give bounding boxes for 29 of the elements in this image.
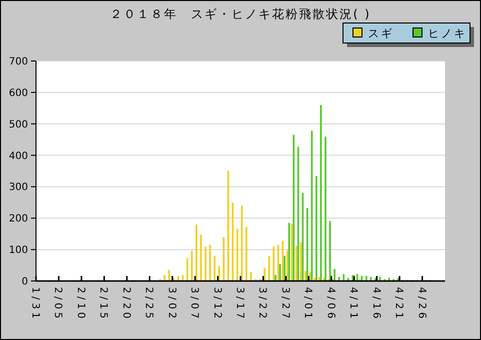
x-tick-label: 3/02 <box>166 287 177 322</box>
legend-label: ヒノキ <box>428 26 467 40</box>
y-tick-label: 600 <box>8 88 28 99</box>
x-tick-label: 2/05 <box>52 287 64 322</box>
x-tick-label: 2/10 <box>74 287 86 322</box>
y-tick-label: 300 <box>8 182 28 194</box>
x-tick-label: 3/27 <box>279 287 290 322</box>
y-tick-label: 200 <box>8 214 28 225</box>
legend-label: スギ <box>368 26 394 40</box>
y-tick-label: 700 <box>8 56 28 68</box>
x-tick-label: 3/07 <box>188 287 200 322</box>
x-tick-label: 4/21 <box>393 287 404 322</box>
y-tick-label: 500 <box>8 119 28 130</box>
x-tick-label: 3/12 <box>211 287 222 322</box>
x-tick-label: 3/17 <box>234 287 245 322</box>
y-tick-label: 400 <box>8 150 28 162</box>
y-tick-label: 0 <box>22 276 28 288</box>
x-tick-label: 2/20 <box>120 287 132 322</box>
x-tick-label: 3/22 <box>256 287 268 322</box>
x-tick-label: 4/26 <box>416 287 427 322</box>
x-tick-label: 4/16 <box>370 287 382 322</box>
x-tick-label: 1/31 <box>30 287 40 322</box>
x-tick-label: 4/06 <box>324 287 336 322</box>
y-tick-label: 100 <box>8 245 28 256</box>
x-tick-label: 2/15 <box>98 287 109 322</box>
x-tick-label: 4/11 <box>348 287 359 322</box>
x-tick-label: 4/01 <box>302 287 314 322</box>
x-tick-label: 2/25 <box>143 287 154 322</box>
chart-title: ２０１８年 スギ・ヒノキ花粉飛散状況( ) <box>110 7 371 21</box>
